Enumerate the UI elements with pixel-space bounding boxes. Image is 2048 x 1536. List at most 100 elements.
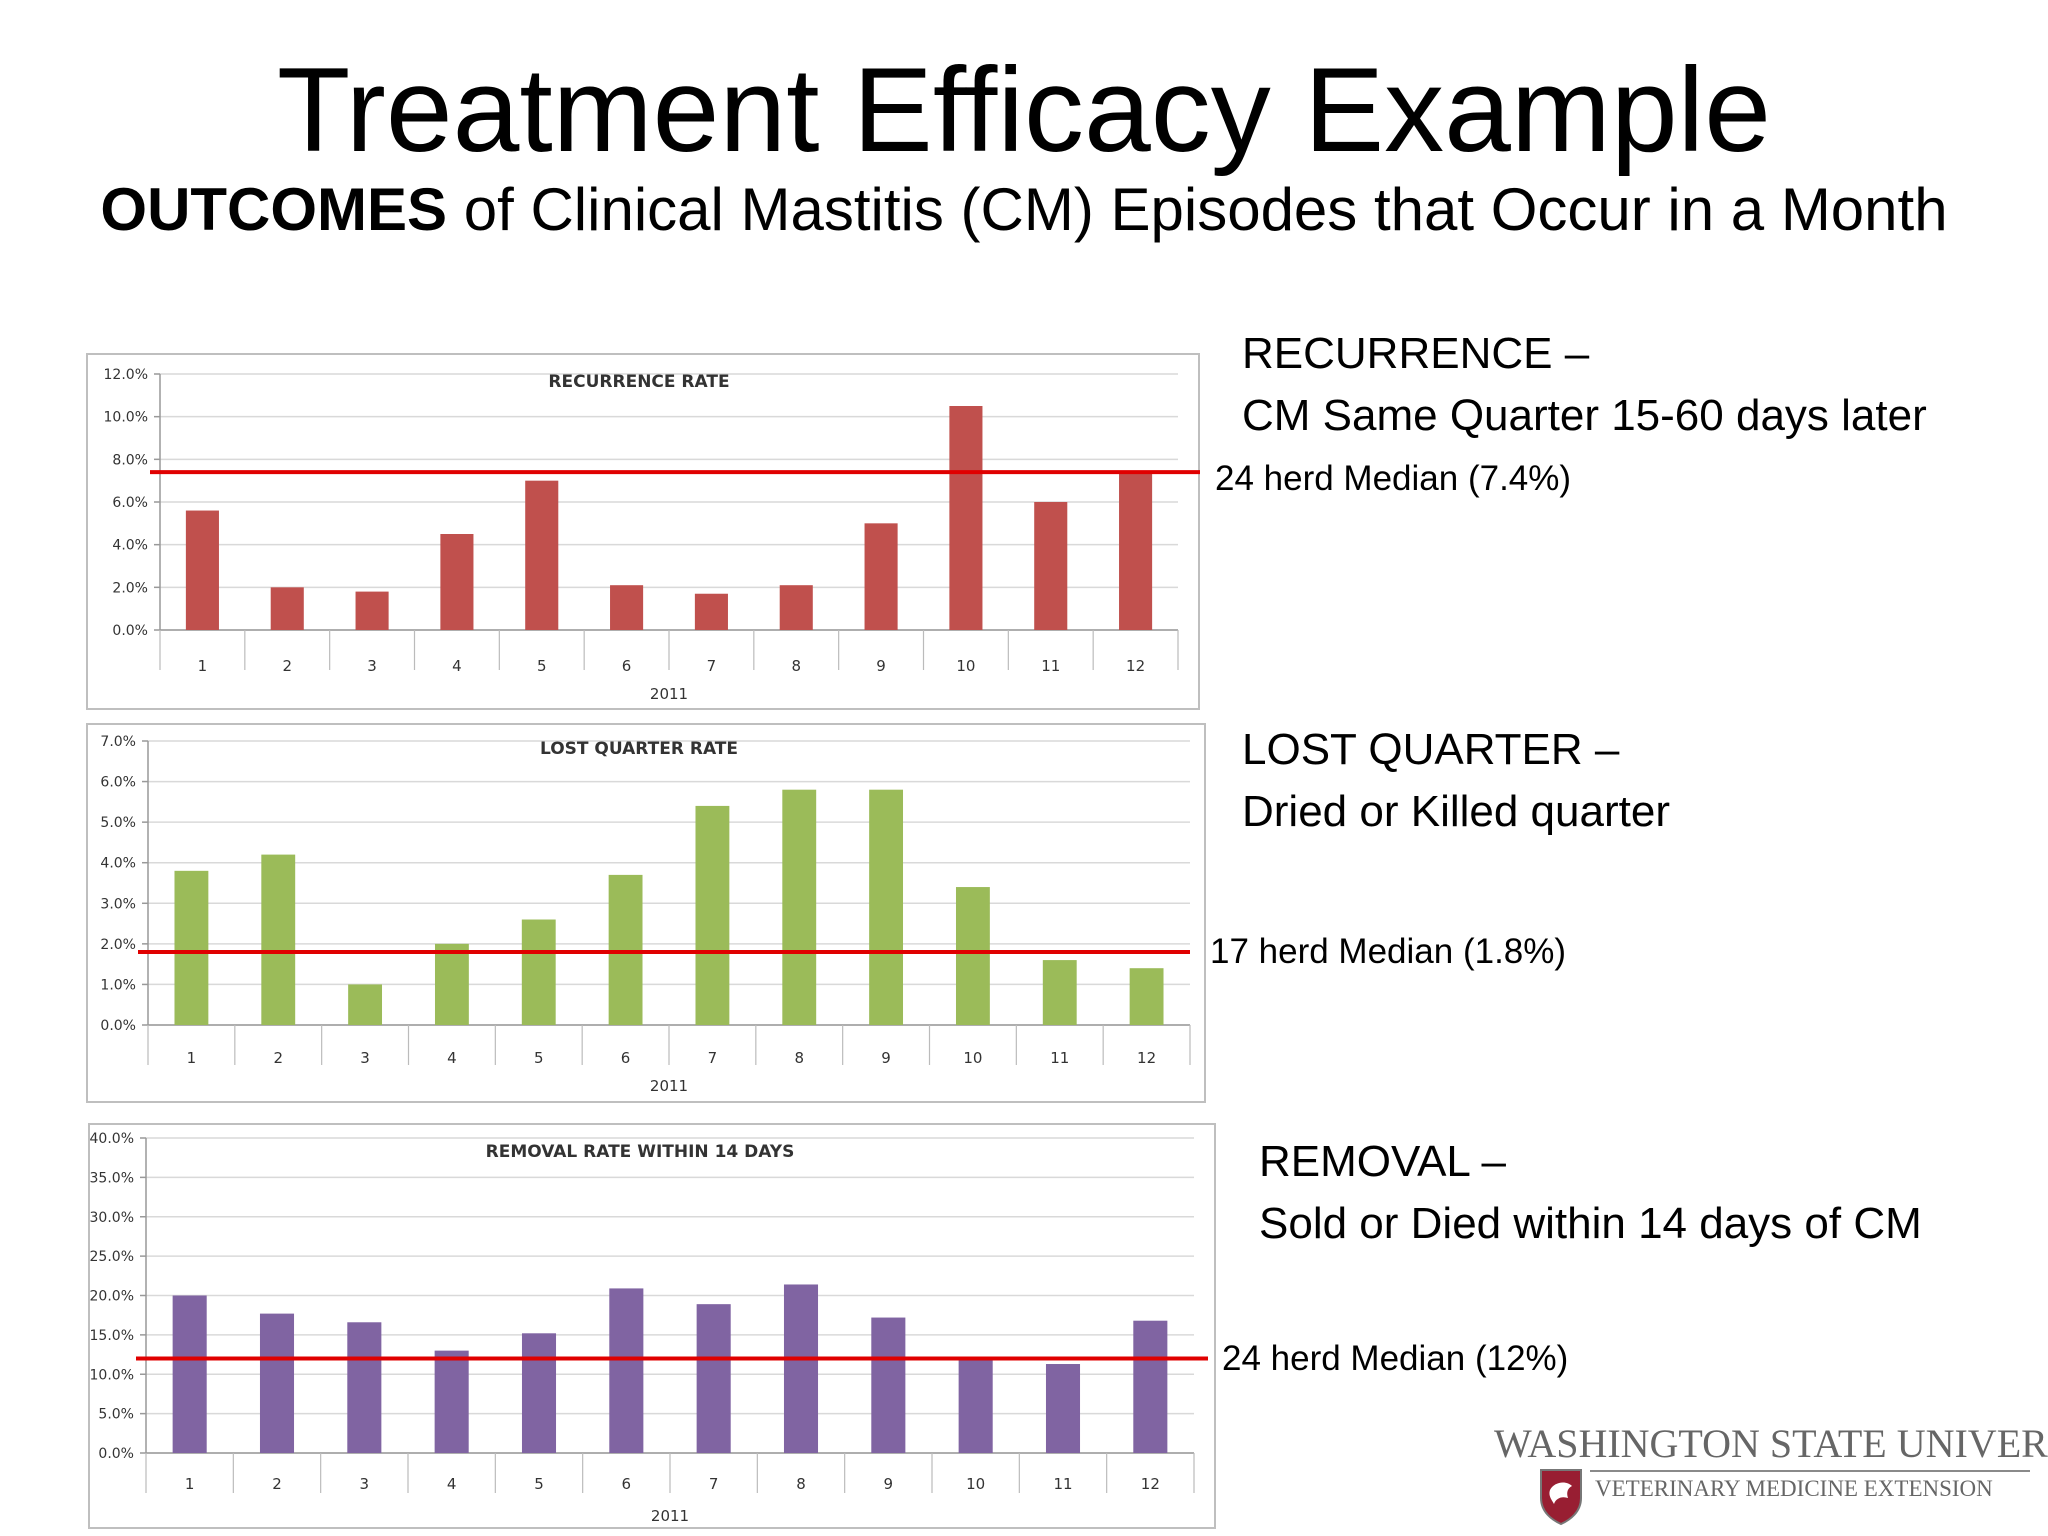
lost-quarter-xtick-label: 10 bbox=[963, 1049, 982, 1067]
lost-quarter-bar bbox=[521, 919, 556, 1025]
removal-bar bbox=[696, 1304, 731, 1453]
recurrence-chart-title: RECURRENCE RATE bbox=[548, 372, 729, 392]
lost-quarter-ytick-label: 7.0% bbox=[100, 734, 136, 750]
recurrence-ytick-label: 8.0% bbox=[112, 452, 148, 468]
recurrence-bar bbox=[779, 585, 813, 630]
slide-subtitle: OUTCOMES of Clinical Mastitis (CM) Episo… bbox=[0, 170, 2048, 250]
removal-chart: 0.0% 5.0% 10.0% 15.0% 20.0% 25.0% 30.0% 35.0% 40… bbox=[88, 1123, 1216, 1529]
recurrence-heading: RECURRENCE – bbox=[1242, 329, 1590, 378]
lost-quarter-xtick-label: 1 bbox=[187, 1049, 197, 1067]
removal-xtick-label: 11 bbox=[1053, 1475, 1072, 1493]
logo-rule bbox=[1590, 1470, 2030, 1472]
removal-chart-svg: 0.0% 5.0% 10.0% 15.0% 20.0% 25.0% 30.0% 35.0% 40… bbox=[88, 1123, 1216, 1529]
removal-xtick-label: 3 bbox=[360, 1475, 370, 1493]
removal-xtick-label: 5 bbox=[534, 1475, 544, 1493]
removal-description: REMOVAL – Sold or Died within 14 days of… bbox=[1259, 1131, 1922, 1255]
recurrence-ytick-label: 6.0% bbox=[112, 495, 148, 511]
lost-quarter-xtick-label: 12 bbox=[1137, 1049, 1156, 1067]
recurrence-bar bbox=[949, 406, 983, 630]
lost-quarter-ytick-label: 5.0% bbox=[100, 815, 136, 831]
recurrence-xaxis-label: 2011 bbox=[650, 685, 688, 703]
removal-bar bbox=[521, 1333, 557, 1453]
removal-bar bbox=[783, 1284, 819, 1453]
recurrence-xtick-label: 10 bbox=[956, 657, 975, 675]
lost-quarter-xtick-label: 5 bbox=[534, 1049, 544, 1067]
recurrence-bar bbox=[1119, 472, 1153, 630]
recurrence-bar bbox=[694, 593, 728, 630]
recurrence-xtick-label: 3 bbox=[367, 657, 377, 675]
removal-ytick-label: 0.0% bbox=[98, 1446, 134, 1462]
recurrence-xtick-label: 12 bbox=[1126, 657, 1145, 675]
slide-title: Treatment Efficacy Example bbox=[277, 43, 1771, 177]
recurrence-xtick-label: 7 bbox=[707, 657, 717, 675]
lost-quarter-xtick-label: 3 bbox=[360, 1049, 370, 1067]
recurrence-bar bbox=[270, 587, 304, 630]
recurrence-bar bbox=[440, 534, 474, 630]
recurrence-xtick-label: 6 bbox=[622, 657, 632, 675]
lost-quarter-description: LOST QUARTER – Dried or Killed quarter bbox=[1242, 719, 1670, 843]
wsu-logo: WASHINGTON STATE UNIVERSITY VETERINARY M… bbox=[1490, 1420, 2048, 1530]
lost-quarter-ytick-label: 2.0% bbox=[100, 937, 136, 953]
lost-quarter-xtick-label: 6 bbox=[621, 1049, 631, 1067]
removal-bar bbox=[609, 1288, 644, 1453]
lost-quarter-bar bbox=[261, 854, 296, 1025]
recurrence-xtick-label: 2 bbox=[282, 657, 292, 675]
removal-ytick-label: 40.0% bbox=[90, 1131, 134, 1147]
cougar-shield-icon bbox=[1540, 1469, 1582, 1526]
lost-quarter-xtick-label: 9 bbox=[881, 1049, 891, 1067]
recurrence-xtick-label: 8 bbox=[791, 657, 801, 675]
lost-quarter-xaxis-label: 2011 bbox=[650, 1077, 688, 1095]
recurrence-median-label: 24 herd Median (7.4%) bbox=[1215, 459, 1572, 498]
recurrence-bar bbox=[1034, 502, 1068, 630]
removal-bar bbox=[259, 1313, 295, 1453]
lost-quarter-bar bbox=[695, 805, 730, 1025]
recurrence-bar bbox=[525, 480, 559, 630]
lost-quarter-ytick-label: 0.0% bbox=[100, 1018, 136, 1034]
recurrence-ytick-label: 4.0% bbox=[112, 538, 148, 554]
lost-quarter-bar bbox=[174, 870, 209, 1025]
removal-xtick-label: 4 bbox=[447, 1475, 457, 1493]
removal-xtick-label: 7 bbox=[709, 1475, 719, 1493]
lost-quarter-ytick-label: 6.0% bbox=[100, 775, 136, 791]
recurrence-xtick-label: 1 bbox=[198, 657, 208, 675]
recurrence-ytick-label: 2.0% bbox=[112, 580, 148, 596]
recurrence-xtick-label: 5 bbox=[537, 657, 547, 675]
lost-quarter-bar bbox=[1042, 960, 1077, 1025]
recurrence-chart: 0.0% 2.0% 4.0% 6.0% 8.0% 10.0% 12.0% RECURRENCE… bbox=[86, 353, 1200, 710]
removal-median-label: 24 herd Median (12%) bbox=[1222, 1339, 1569, 1378]
recurrence-bar bbox=[185, 510, 219, 630]
recurrence-chart-svg: 0.0% 2.0% 4.0% 6.0% 8.0% 10.0% 12.0% RECURRENCE… bbox=[86, 353, 1200, 710]
lost-quarter-chart-svg: 0.0% 1.0% 2.0% 3.0% 4.0% 5.0% 6.0% 7.0% LOST QUA… bbox=[86, 723, 1206, 1103]
lost-quarter-bar bbox=[955, 887, 990, 1025]
removal-ytick-label: 35.0% bbox=[90, 1170, 134, 1186]
removal-xtick-label: 6 bbox=[622, 1475, 632, 1493]
removal-bar bbox=[1133, 1320, 1168, 1453]
removal-heading: REMOVAL – bbox=[1259, 1137, 1506, 1186]
recurrence-xtick-label: 11 bbox=[1041, 657, 1060, 675]
lost-quarter-chart-frame bbox=[86, 723, 1206, 1103]
lost-quarter-chart: 0.0% 1.0% 2.0% 3.0% 4.0% 5.0% 6.0% 7.0% LOST QUA… bbox=[86, 723, 1206, 1103]
recurrence-bar bbox=[610, 585, 644, 630]
removal-ytick-label: 30.0% bbox=[90, 1210, 134, 1226]
lost-quarter-heading: LOST QUARTER – bbox=[1242, 725, 1620, 774]
removal-ytick-label: 15.0% bbox=[90, 1328, 134, 1344]
recurrence-bar bbox=[355, 591, 389, 630]
lost-quarter-bar bbox=[782, 789, 817, 1025]
removal-xtick-label: 10 bbox=[966, 1475, 985, 1493]
lost-quarter-chart-title: LOST QUARTER RATE bbox=[540, 739, 738, 759]
recurrence-description: RECURRENCE – CM Same Quarter 15-60 days … bbox=[1242, 323, 1927, 447]
recurrence-ytick-label: 10.0% bbox=[104, 410, 148, 426]
removal-bar bbox=[172, 1295, 207, 1453]
recurrence-ytick-label: 12.0% bbox=[104, 367, 148, 383]
subtitle-bold: OUTCOMES bbox=[100, 176, 448, 243]
removal-xtick-label: 1 bbox=[185, 1475, 195, 1493]
subtitle-rest: of Clinical Mastitis (CM) Episodes that … bbox=[447, 176, 1948, 243]
lost-quarter-bar bbox=[1129, 968, 1164, 1025]
recurrence-bar bbox=[864, 523, 898, 630]
lost-quarter-xtick-label: 4 bbox=[447, 1049, 457, 1067]
removal-bar bbox=[434, 1350, 469, 1453]
lost-quarter-xtick-label: 7 bbox=[708, 1049, 718, 1067]
removal-xtick-label: 12 bbox=[1141, 1475, 1160, 1493]
removal-bar bbox=[347, 1322, 382, 1453]
removal-ytick-label: 20.0% bbox=[90, 1289, 134, 1305]
